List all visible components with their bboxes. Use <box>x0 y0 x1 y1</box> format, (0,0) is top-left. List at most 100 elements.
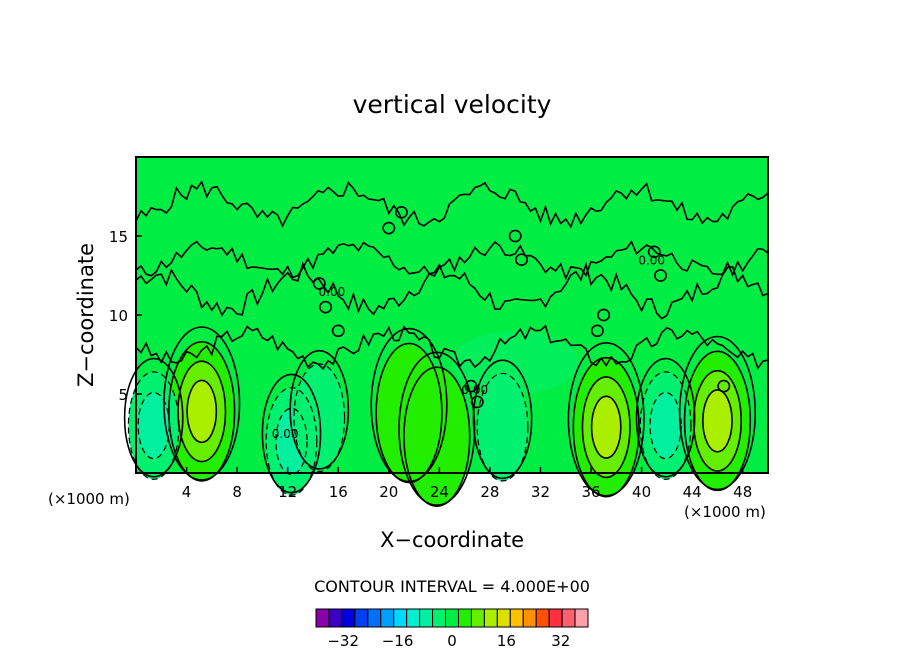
colorbar-swatch <box>535 608 550 628</box>
x-tick-label: 12 <box>278 483 297 501</box>
zero-contour-loop <box>597 308 611 322</box>
updraft-fill <box>403 367 470 507</box>
zero-contour-loop <box>590 324 604 338</box>
updraft-contour <box>403 366 471 507</box>
x-units-left: (×1000 m) <box>48 490 130 508</box>
zero-contour <box>567 342 645 497</box>
updraft-contour <box>590 395 622 459</box>
colorbar-swatch <box>406 608 421 628</box>
colorbar-swatch <box>380 608 395 628</box>
colorbar-swatch <box>419 608 434 628</box>
contour-value-label: 0.00 <box>638 253 665 267</box>
updraft-fill <box>591 396 621 459</box>
colorbar-tick-label: 16 <box>497 632 516 650</box>
y-tick-label: 10 <box>109 307 128 325</box>
zero-contour-loop <box>312 277 326 290</box>
colorbar-swatch <box>548 608 563 628</box>
y-tick-label: 5 <box>118 386 128 404</box>
updraft-contour <box>692 369 742 472</box>
downdraft-contour <box>476 372 529 482</box>
colorbar-swatch <box>522 608 537 628</box>
zero-contour <box>135 180 769 229</box>
downdraft-contour <box>293 363 346 473</box>
colorbar: −32 −16 0 16 32 <box>315 608 589 650</box>
contour-interval-label: CONTOUR INTERVAL = 4.000E+00 <box>314 577 590 596</box>
field-patch <box>350 259 478 323</box>
downdraft-contour <box>275 407 308 476</box>
colorbar-tick-label: 0 <box>447 632 457 650</box>
field-patch <box>452 330 579 394</box>
x-tick-label: 48 <box>733 483 752 501</box>
colorbar-swatch <box>393 608 408 628</box>
x-tick-label: 24 <box>430 483 449 501</box>
x-axis-label: X−coordinate <box>380 528 524 552</box>
zero-contour <box>261 373 322 494</box>
updraft-contour <box>581 376 631 479</box>
downdraft-contour <box>127 371 180 480</box>
downdraft-fill <box>477 373 528 481</box>
zero-contour <box>135 324 769 371</box>
updraft-contour <box>168 341 236 482</box>
x-tick-label: 28 <box>480 483 499 501</box>
downdraft-contour <box>137 391 170 460</box>
x-tick-label: 32 <box>531 483 550 501</box>
field-patch <box>489 172 642 236</box>
colorbar-swatch <box>432 608 447 628</box>
colorbar-swatch <box>509 608 524 628</box>
colorbar-tick-label: 32 <box>551 632 570 650</box>
zero-contour-loop <box>717 379 731 393</box>
field-patch <box>199 180 326 260</box>
colorbar-swatch <box>328 608 343 628</box>
colorbar-swatch <box>354 608 369 628</box>
colorbar-swatch <box>470 608 485 628</box>
colorbar-swatch <box>574 608 589 628</box>
plot-area: 0.000.000.000.00 <box>123 156 769 507</box>
zero-contour-loop <box>470 395 484 409</box>
zero-contour <box>289 349 350 470</box>
zero-contour-loop <box>464 379 478 393</box>
updraft-fill <box>702 389 733 452</box>
zero-contour-loop <box>319 300 333 314</box>
zero-contour <box>635 357 696 478</box>
colorbar-swatch <box>457 608 472 628</box>
x-tick-label: 4 <box>182 483 192 501</box>
colorbar-swatch <box>315 608 330 628</box>
colorbar-swatch <box>496 608 511 628</box>
updraft-contour <box>702 389 733 453</box>
y-axis: 5 10 15 <box>109 228 142 404</box>
x-tick-label: 36 <box>581 483 600 501</box>
x-tick-label: 20 <box>379 483 398 501</box>
zero-contour <box>123 357 184 478</box>
colorbar-swatch <box>341 608 356 628</box>
colorbar-tick-label: −16 <box>382 632 414 650</box>
updraft-contour <box>683 350 752 492</box>
x-tick-label: 44 <box>683 483 702 501</box>
zero-contour-loop <box>382 221 396 235</box>
zero-contour-loop <box>508 229 522 243</box>
zero-contour-loop <box>515 253 529 267</box>
colorbar-tick-label: −32 <box>327 632 359 650</box>
colorbar-swatch <box>367 608 382 628</box>
downdraft-fill <box>138 392 170 459</box>
chart-title: vertical velocity <box>353 90 552 119</box>
x-tick-label: 8 <box>232 483 242 501</box>
colorbar-swatch <box>445 608 459 628</box>
zero-contour-loop <box>647 245 661 259</box>
updraft-contour <box>375 342 443 484</box>
downdraft-contour <box>649 391 682 460</box>
x-axis: 4 8 12 16 20 24 28 32 36 40 44 48 <box>182 467 752 501</box>
colorbar-swatch <box>561 608 576 628</box>
x-tick-label: 16 <box>329 483 348 501</box>
y-axis-label: Z−coordinate <box>74 243 98 387</box>
zero-contour-loop <box>654 269 668 282</box>
zero-contour <box>135 240 769 281</box>
zero-contour-loop <box>331 324 345 338</box>
updraft-fill <box>187 380 217 443</box>
contour-lines <box>123 180 769 507</box>
colorbar-swatch <box>483 608 498 628</box>
x-tick-label: 40 <box>632 483 651 501</box>
zero-contour <box>135 261 769 320</box>
x-units-right: (×1000 m) <box>684 503 766 521</box>
downdraft-fill <box>650 392 682 459</box>
zero-contour <box>163 326 241 481</box>
